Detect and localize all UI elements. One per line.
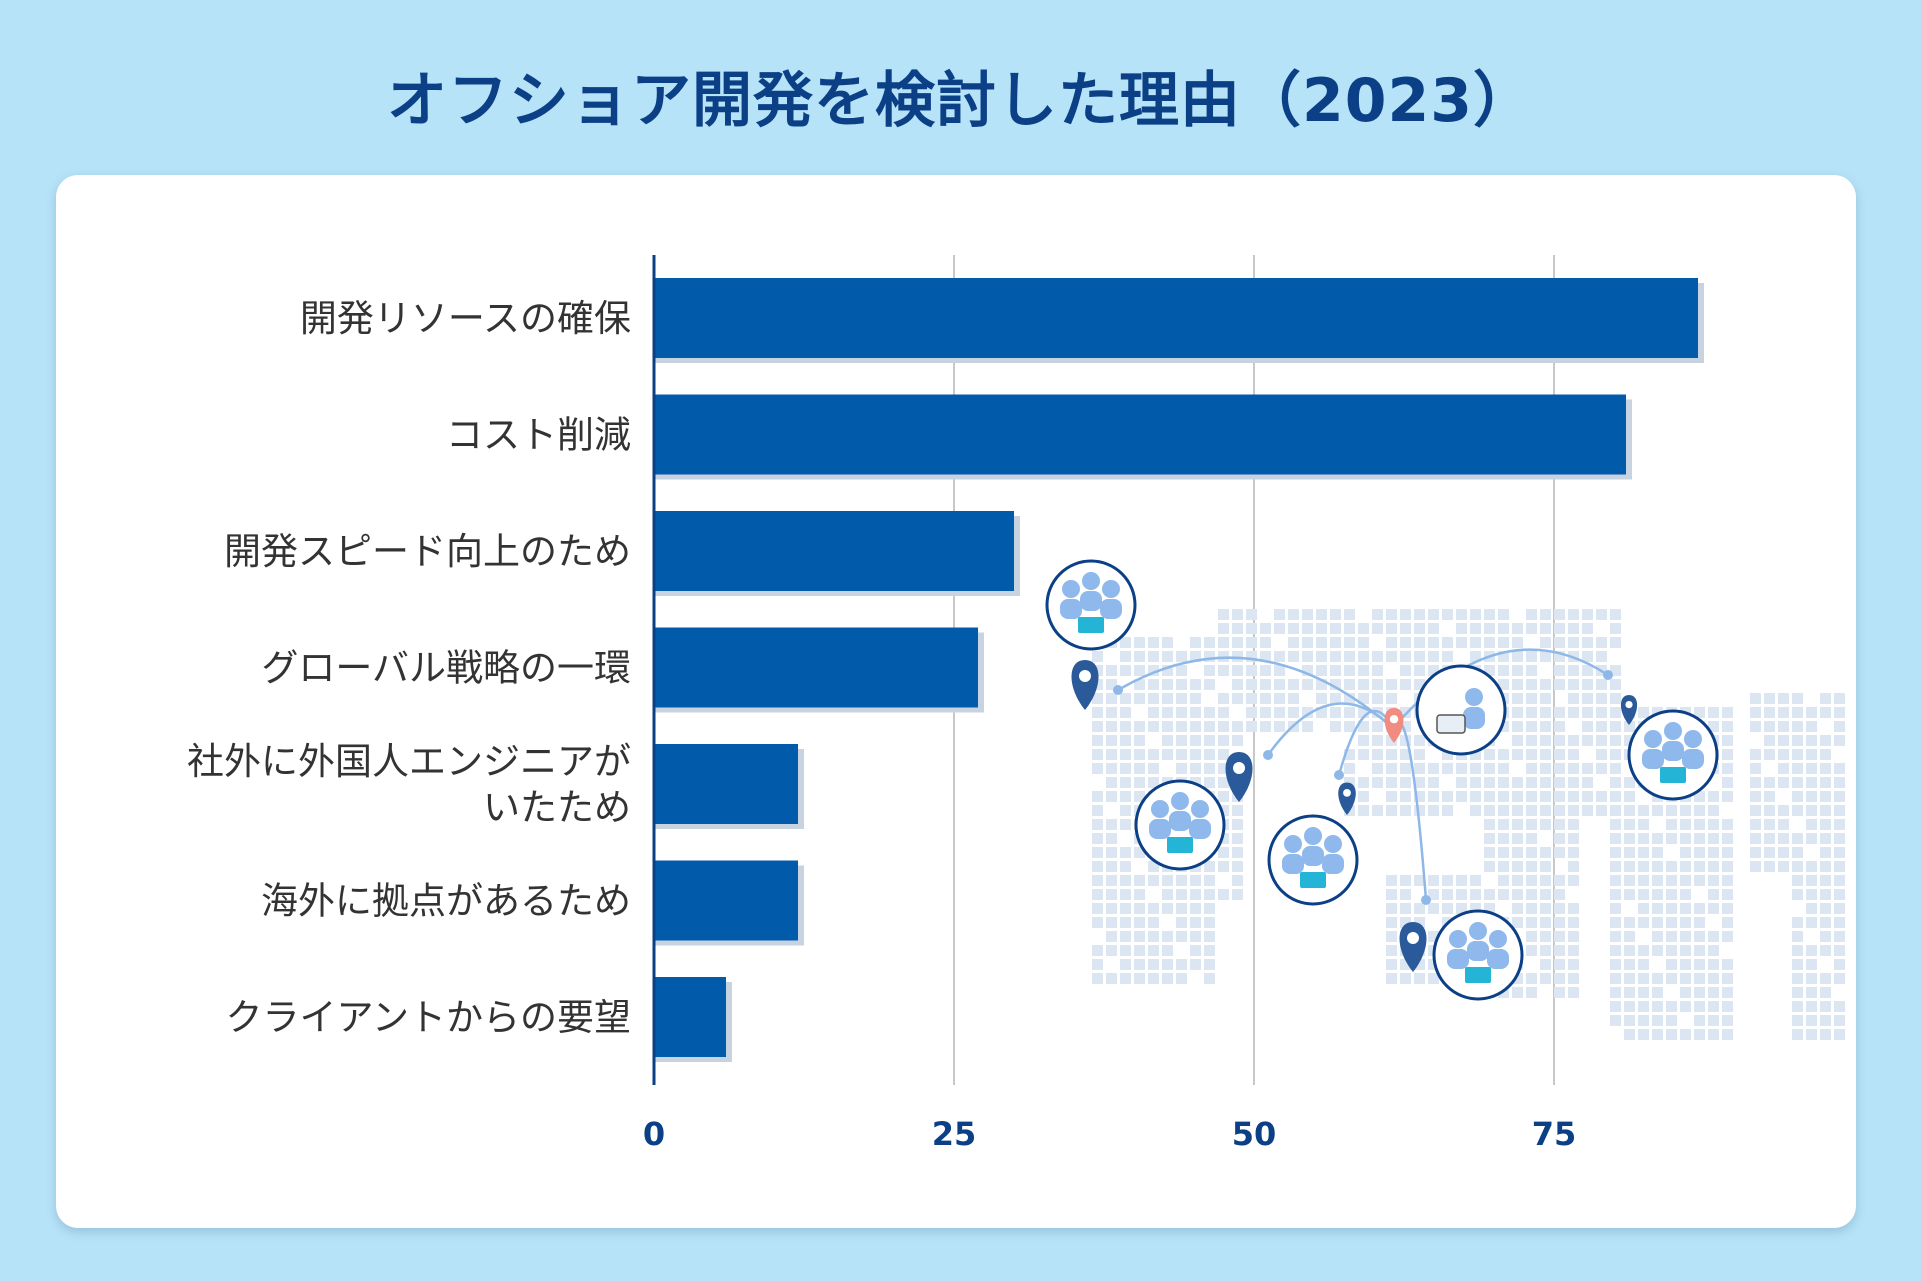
category-label: 開発スピード向上のため xyxy=(224,530,631,573)
category-label: 開発リソースの確保 xyxy=(300,297,631,340)
category-label: グローバル戦略の一環 xyxy=(261,647,631,690)
x-tick-label: 25 xyxy=(932,1115,977,1153)
bar xyxy=(654,860,798,941)
category-label: 社外に外国人エンジニアが xyxy=(187,740,631,783)
bar xyxy=(654,394,1626,475)
bar xyxy=(654,278,1698,358)
offshore-team-icon xyxy=(1045,559,1137,651)
location-pin-icon xyxy=(1620,695,1638,725)
offshore-team-icon xyxy=(1267,814,1359,906)
chart-card: 開発リソースの確保コスト削減開発スピード向上のためグローバル戦略の一環社外に外国… xyxy=(56,175,1856,1228)
world-map-illustration xyxy=(1045,559,1845,1040)
offshore-team-icon xyxy=(1627,709,1719,801)
location-pin-icon xyxy=(1225,752,1253,802)
bar xyxy=(654,627,978,708)
chart-title: オフショア開発を検討した理由（2023） xyxy=(387,66,1534,136)
offshore-team-icon xyxy=(1432,909,1524,1001)
offshore-team-icon xyxy=(1134,779,1226,871)
bar xyxy=(654,744,798,824)
support-agent-icon xyxy=(1415,664,1507,756)
bar xyxy=(654,977,726,1057)
category-label: コスト削減 xyxy=(446,414,631,457)
location-pin-icon xyxy=(1071,660,1099,710)
bar xyxy=(654,511,1014,591)
x-tick-label: 50 xyxy=(1232,1115,1277,1153)
origin-pin-icon xyxy=(1384,708,1404,743)
x-tick-label: 0 xyxy=(643,1115,665,1153)
location-pin-icon xyxy=(1399,922,1427,972)
category-label: いたため xyxy=(483,786,631,829)
x-tick-label: 75 xyxy=(1532,1115,1577,1153)
category-label: クライアントからの要望 xyxy=(225,996,631,1039)
bar-chart: 開発リソースの確保コスト削減開発スピード向上のためグローバル戦略の一環社外に外国… xyxy=(187,255,1845,1153)
location-pin-icon xyxy=(1338,782,1356,815)
category-label: 海外に拠点があるため xyxy=(261,880,631,923)
